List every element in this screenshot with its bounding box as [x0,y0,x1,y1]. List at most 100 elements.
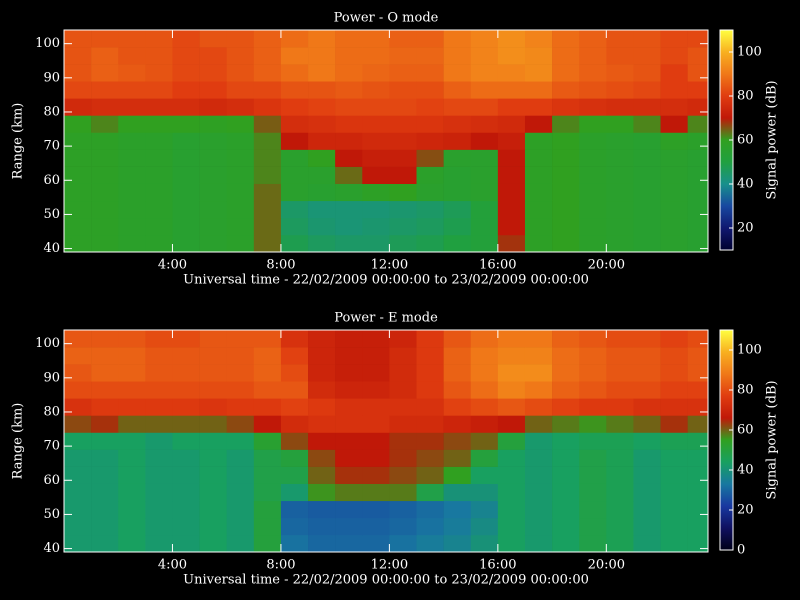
heatmap-cell [199,217,227,236]
heatmap-cell [552,500,580,519]
heatmap-cell [226,415,255,433]
heatmap-cell [226,200,255,219]
heatmap-cell [660,98,688,116]
heatmap-cell [280,517,309,536]
heatmap-cell [308,330,336,348]
heatmap-cell [389,500,417,519]
heatmap-cell [633,64,661,82]
heatmap-cell [579,466,607,484]
heatmap-cell [172,217,200,236]
heatmap-cell [362,398,390,416]
heatmap-cell [416,483,444,502]
heatmap-cell [335,466,363,484]
heatmap-cell [64,81,92,99]
heatmap-cell [606,364,634,382]
heatmap-cell [362,449,390,467]
heatmap-cell [633,534,661,552]
heatmap-cell [687,432,708,450]
heatmap-cell [579,47,607,65]
heatmap-cell [280,330,309,348]
heatmap-cell [145,200,173,219]
heatmap-cell [660,330,688,348]
heatmap-cell [687,347,708,365]
heatmap-cell [199,398,227,416]
heatmap-cell [335,398,363,416]
heatmap-cell [172,166,200,184]
heatmap-cell [443,517,472,536]
x-tick-label: 20:00 [588,258,625,273]
heatmap-cell [308,183,336,202]
y-tick-label: 50 [43,207,60,222]
heatmap-cell [308,415,336,433]
heatmap-cell [91,381,119,399]
heatmap-cell [64,217,92,236]
y-tick-label: 90 [43,70,60,85]
heatmap-cell [443,500,472,519]
y-tick-label: 70 [43,439,60,454]
heatmap-cell [172,30,200,48]
heatmap-cell [362,466,390,484]
heatmap-cell [633,234,661,252]
heatmap-cell [552,483,580,502]
heatmap-cell [497,449,526,467]
heatmap-cell [199,200,227,219]
heatmap-cell [64,166,92,184]
heatmap-cell [172,183,200,202]
heatmap-cell [64,517,92,536]
heatmap-cell [497,517,526,536]
heatmap-cell [660,200,688,219]
heatmap-cell [497,30,526,48]
heatmap-cell [579,500,607,519]
heatmap-cell [579,398,607,416]
heatmap-cell [362,432,390,450]
heatmap-cell [64,115,92,133]
x-tick-label: 12:00 [371,258,408,273]
heatmap-cell [389,449,417,467]
heatmap-cell [362,517,390,536]
heatmap-cell [524,132,553,150]
heatmap-cell [91,149,119,167]
heatmap-cell [118,81,146,99]
heatmap-cell [91,500,119,519]
heatmap-cell [552,132,580,150]
heatmap-cell [226,47,255,65]
heatmap-cell [470,98,499,116]
heatmap-cell [335,30,363,48]
heatmap-cell [524,30,553,48]
y-tick-label: 70 [43,139,60,154]
heatmap-cell [389,517,417,536]
heatmap-cell [199,166,227,184]
heatmap-cell [633,364,661,382]
heatmap-cell [118,98,146,116]
heatmap-cell [362,381,390,399]
heatmap-cell [552,517,580,536]
heatmap-cell [497,432,526,450]
heatmap-cell [552,234,580,252]
heatmap-cell [226,381,255,399]
heatmap-cell [660,234,688,252]
heatmap-cell [416,381,444,399]
colorbar [719,329,734,551]
heatmap-cell [91,432,119,450]
heatmap-cell [199,517,227,536]
heatmap-cell [497,149,526,167]
heatmap-cell [633,415,661,433]
heatmap-cell [524,149,553,167]
heatmap-cell [633,200,661,219]
heatmap-cell [660,381,688,399]
heatmap-cell [118,234,146,252]
heatmap-cell [199,64,227,82]
colorbar-tick-label: 60 [737,133,754,148]
heatmap-cell [497,98,526,116]
heatmap-cell [389,483,417,502]
heatmap-cell [64,330,92,348]
heatmap-cell [660,132,688,150]
heatmap-cell [64,47,92,65]
heatmap-cell [443,149,472,167]
heatmap-cell [443,217,472,236]
heatmap-cell [172,466,200,484]
heatmap-cell [335,415,363,433]
heatmap-cell [226,115,255,133]
heatmap-cell [199,500,227,519]
heatmap-cell [145,330,173,348]
